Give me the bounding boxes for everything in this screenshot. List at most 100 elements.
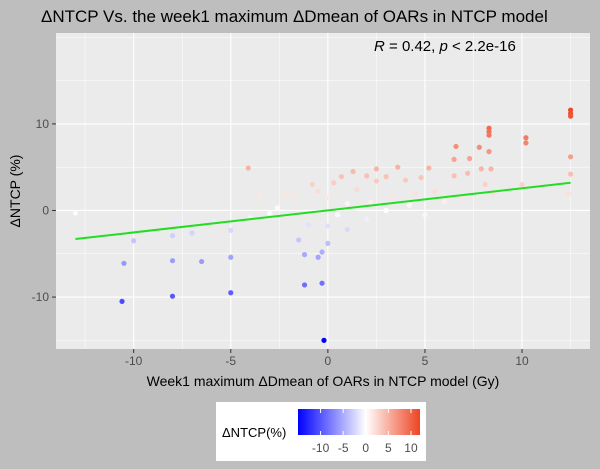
data-point bbox=[451, 173, 457, 179]
data-point bbox=[309, 181, 315, 188]
data-point bbox=[373, 166, 379, 172]
data-point bbox=[331, 180, 337, 186]
data-point bbox=[228, 290, 234, 296]
data-point bbox=[282, 193, 288, 199]
regression-line bbox=[75, 181, 571, 241]
data-point bbox=[422, 212, 428, 218]
data-point bbox=[290, 193, 296, 199]
data-point bbox=[315, 254, 321, 260]
data-point bbox=[519, 181, 525, 188]
color-bar bbox=[298, 409, 420, 435]
data-point bbox=[319, 249, 325, 255]
legend-tick-label: 10 bbox=[404, 441, 418, 455]
data-point bbox=[210, 218, 216, 224]
data-point bbox=[465, 170, 471, 176]
data-point bbox=[296, 237, 302, 243]
data-point bbox=[344, 226, 350, 233]
data-point bbox=[373, 178, 379, 184]
data-point bbox=[364, 173, 370, 179]
data-point bbox=[486, 132, 492, 138]
data-point bbox=[482, 181, 488, 188]
data-point bbox=[72, 210, 79, 216]
data-point bbox=[301, 282, 308, 288]
data-point bbox=[131, 238, 137, 244]
legend-tick-label: -5 bbox=[338, 441, 349, 455]
legend-ticks: -10 -5 0 5 10 bbox=[312, 409, 418, 455]
color-legend: ΔNTCP(%) -10 -5 0 5 10 bbox=[216, 402, 426, 461]
data-point bbox=[566, 190, 572, 196]
x-tick-label: 5 bbox=[422, 354, 429, 368]
legend-tick-label: 5 bbox=[385, 441, 392, 455]
data-point bbox=[245, 165, 251, 171]
data-point bbox=[350, 168, 356, 175]
x-tick-label: -5 bbox=[225, 354, 236, 368]
data-point bbox=[325, 194, 331, 201]
data-point bbox=[169, 258, 176, 264]
x-tick-label: 10 bbox=[515, 354, 529, 368]
data-point bbox=[486, 149, 492, 155]
data-point bbox=[319, 280, 325, 286]
data-point bbox=[432, 188, 438, 195]
x-axis-ticks: -10 -5 0 5 10 bbox=[125, 349, 529, 368]
data-point bbox=[523, 140, 529, 146]
data-point bbox=[325, 223, 331, 229]
x-tick-label: -10 bbox=[125, 354, 143, 368]
data-point bbox=[523, 135, 529, 141]
data-point bbox=[426, 165, 432, 171]
data-point bbox=[334, 212, 341, 218]
data-point bbox=[325, 240, 331, 246]
data-point bbox=[395, 164, 401, 170]
data-point bbox=[478, 166, 484, 172]
legend-tick-label: 0 bbox=[362, 441, 369, 455]
data-point bbox=[267, 210, 273, 216]
data-point bbox=[567, 171, 574, 177]
data-point bbox=[321, 337, 327, 343]
data-point bbox=[364, 216, 370, 222]
data-point bbox=[119, 298, 125, 304]
data-point bbox=[228, 254, 234, 260]
data-point bbox=[476, 144, 482, 150]
data-point bbox=[305, 222, 312, 228]
data-point bbox=[467, 155, 473, 162]
data-point bbox=[406, 202, 413, 208]
r-value: = 0.42, bbox=[385, 38, 440, 55]
data-point bbox=[274, 205, 280, 211]
data-point bbox=[567, 113, 574, 119]
r-label: R bbox=[374, 38, 385, 55]
y-tick-label: 0 bbox=[42, 203, 49, 217]
data-point bbox=[338, 174, 345, 180]
data-point bbox=[418, 174, 424, 181]
legend-title: ΔNTCP(%) bbox=[222, 425, 286, 440]
data-point bbox=[173, 219, 179, 225]
data-point bbox=[567, 154, 574, 160]
legend-tick-label: -10 bbox=[312, 441, 330, 455]
data-points bbox=[72, 107, 574, 343]
data-point bbox=[453, 143, 459, 150]
chart-title: ΔNTCP Vs. the week1 maximum ΔDmean of OA… bbox=[41, 7, 548, 26]
x-tick-label: 0 bbox=[325, 354, 332, 368]
y-axis-label: ΔNTCP (%) bbox=[7, 155, 23, 228]
data-point bbox=[257, 194, 263, 200]
data-point bbox=[354, 187, 360, 193]
data-point bbox=[189, 230, 195, 236]
data-point bbox=[389, 194, 395, 200]
data-point bbox=[488, 166, 494, 172]
data-point bbox=[441, 199, 447, 205]
data-point bbox=[301, 252, 308, 258]
data-point bbox=[169, 293, 176, 299]
data-point bbox=[451, 156, 457, 162]
y-tick-label: -10 bbox=[32, 290, 50, 304]
data-point bbox=[344, 200, 350, 207]
data-point bbox=[367, 199, 374, 205]
data-point bbox=[199, 258, 205, 265]
p-value: < 2.2e-16 bbox=[448, 38, 516, 55]
p-label: p bbox=[438, 38, 447, 55]
y-axis-ticks: -10 0 10 bbox=[32, 117, 56, 304]
x-axis-label: Week1 maximum ΔDmean of OARs in NTCP mod… bbox=[147, 373, 500, 389]
data-point bbox=[169, 232, 176, 239]
data-point bbox=[315, 188, 321, 195]
data-point bbox=[228, 227, 234, 233]
data-point bbox=[383, 174, 389, 180]
data-point bbox=[412, 190, 418, 196]
